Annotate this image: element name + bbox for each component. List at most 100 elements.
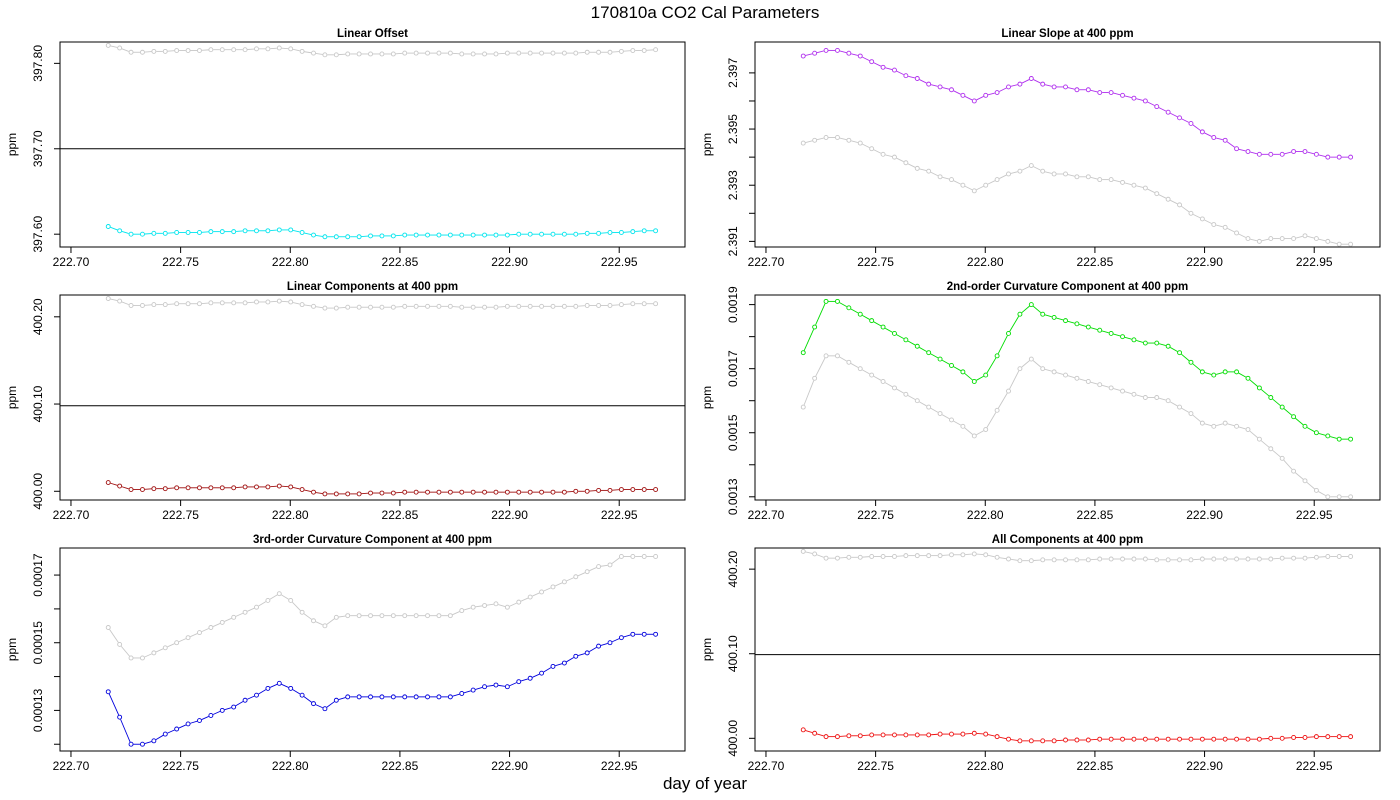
series-segment bbox=[315, 492, 323, 494]
data-point bbox=[265, 46, 271, 52]
data-point bbox=[185, 485, 191, 491]
data-point bbox=[960, 423, 966, 429]
data-point bbox=[482, 603, 488, 608]
data-point bbox=[527, 303, 533, 309]
series-segment bbox=[873, 149, 882, 154]
data-point bbox=[1040, 311, 1046, 317]
series-segment bbox=[1250, 151, 1258, 155]
series-segment bbox=[839, 50, 847, 54]
data-point bbox=[971, 730, 977, 736]
data-point bbox=[823, 555, 829, 561]
data-point bbox=[835, 135, 840, 140]
data-point bbox=[1051, 171, 1057, 177]
data-point bbox=[630, 301, 636, 307]
data-point bbox=[242, 609, 248, 615]
series-segment bbox=[201, 628, 209, 633]
data-point bbox=[561, 579, 567, 585]
series-segment bbox=[1215, 224, 1223, 228]
series-segment bbox=[292, 230, 300, 233]
panel-1: Linear Offset 222.70 222.75 222.80 222.85 222… bbox=[5, 28, 686, 269]
series-segment bbox=[1238, 372, 1247, 378]
data-point bbox=[197, 48, 202, 53]
series-segment bbox=[907, 340, 916, 346]
series-segment bbox=[623, 303, 631, 305]
data-point bbox=[584, 303, 590, 308]
data-point bbox=[459, 691, 465, 696]
data-point bbox=[550, 584, 556, 590]
data-point bbox=[333, 52, 339, 58]
series-segment bbox=[964, 427, 973, 435]
data-point bbox=[413, 489, 419, 495]
x-tick-label: 222.80 bbox=[967, 759, 1004, 773]
series-segment bbox=[919, 79, 927, 84]
data-point bbox=[1097, 736, 1103, 742]
series-segment bbox=[338, 306, 346, 309]
data-point bbox=[641, 301, 647, 307]
data-point bbox=[219, 619, 225, 625]
series-segment bbox=[315, 621, 323, 626]
panel-2: Linear Slope at 400 ppm 222.70 222.75 222.8… bbox=[700, 28, 1381, 269]
data-point bbox=[903, 732, 909, 738]
series-segment bbox=[155, 648, 164, 653]
y-tick-label: 400.20 bbox=[31, 298, 45, 335]
data-point bbox=[288, 484, 294, 490]
data-point bbox=[402, 303, 408, 309]
data-point bbox=[299, 609, 305, 615]
data-point bbox=[1028, 302, 1034, 308]
series-segment bbox=[292, 48, 300, 52]
series-segment bbox=[224, 617, 232, 622]
data-point bbox=[1142, 340, 1148, 346]
data-point bbox=[276, 483, 282, 489]
data-point bbox=[573, 574, 579, 580]
series-segment bbox=[121, 301, 129, 306]
data-point bbox=[653, 228, 659, 234]
series-segment bbox=[1136, 340, 1144, 343]
data-point bbox=[299, 230, 305, 235]
series-segment bbox=[121, 486, 129, 490]
data-point bbox=[402, 613, 408, 619]
data-point bbox=[265, 228, 271, 234]
data-point bbox=[333, 614, 339, 620]
data-point bbox=[949, 363, 954, 368]
data-point bbox=[322, 623, 328, 629]
data-point bbox=[607, 487, 613, 493]
series-segment bbox=[1204, 372, 1212, 375]
series-segment bbox=[212, 710, 221, 715]
data-point bbox=[254, 299, 259, 305]
data-point bbox=[1063, 84, 1068, 90]
series-segment bbox=[190, 720, 198, 724]
series-segment bbox=[930, 171, 939, 177]
data-point bbox=[197, 630, 202, 636]
series-segment bbox=[395, 306, 403, 308]
data-point bbox=[276, 591, 282, 597]
data-point bbox=[345, 234, 351, 240]
data-point bbox=[618, 487, 624, 492]
data-point bbox=[242, 697, 248, 703]
series-segment bbox=[108, 693, 120, 716]
series-segment bbox=[247, 607, 255, 612]
series-segment bbox=[566, 491, 574, 493]
data-point bbox=[960, 92, 966, 98]
data-point bbox=[1085, 737, 1091, 743]
data-point bbox=[322, 706, 328, 712]
data-point bbox=[994, 353, 1000, 359]
series-segment bbox=[930, 353, 939, 359]
series-segment bbox=[953, 90, 961, 95]
series-segment bbox=[953, 420, 962, 426]
data-point bbox=[1142, 736, 1148, 742]
data-point bbox=[390, 490, 396, 496]
series-segment bbox=[258, 689, 267, 695]
data-point bbox=[937, 174, 943, 180]
data-point bbox=[1165, 557, 1171, 563]
data-point bbox=[1120, 92, 1125, 98]
series-segment bbox=[987, 554, 995, 558]
data-point bbox=[493, 232, 499, 238]
series-segment bbox=[235, 612, 244, 617]
data-point bbox=[596, 564, 602, 570]
x-tick-label: 222.90 bbox=[491, 255, 528, 269]
data-point bbox=[914, 553, 920, 559]
data-point bbox=[516, 303, 522, 309]
y-tick-label: 400.20 bbox=[726, 550, 740, 587]
data-point bbox=[1131, 391, 1137, 397]
series-segment bbox=[269, 594, 278, 600]
